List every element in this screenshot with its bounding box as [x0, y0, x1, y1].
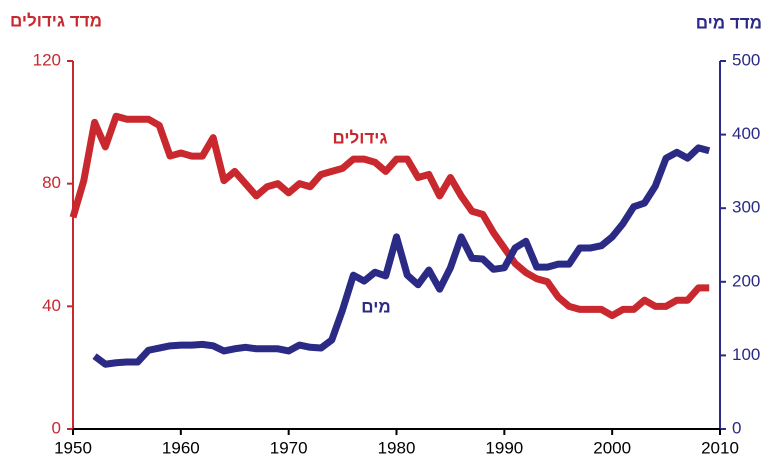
y-tick-label: 80	[42, 173, 61, 192]
x-tick-label: 1980	[378, 438, 416, 457]
series-line	[69, 112, 710, 320]
y2-tick-label: 200	[732, 271, 760, 290]
annotation: גידולים	[332, 128, 387, 147]
y-tick-label: 40	[42, 296, 61, 315]
x-tick-label: 1970	[270, 438, 308, 457]
series-line	[92, 144, 711, 368]
y-axis-title: מדד גידולים	[10, 11, 102, 30]
y2-axis-title: מדד מים	[696, 13, 762, 32]
y2-tick-label: 300	[732, 198, 760, 217]
y-tick-label: 0	[52, 418, 61, 437]
x-tick-label: 1990	[485, 438, 523, 457]
x-tick-label: 2010	[701, 438, 739, 457]
x-tick-label: 1950	[54, 438, 92, 457]
y-tick-label: 120	[33, 50, 61, 69]
y2-tick-label: 100	[732, 345, 760, 364]
annotation: מים	[361, 297, 390, 316]
y2-tick-label: 400	[732, 124, 760, 143]
x-tick-label: 2000	[593, 438, 631, 457]
y2-tick-label: 500	[732, 50, 760, 69]
x-tick-label: 1960	[162, 438, 200, 457]
y2-tick-label: 0	[732, 418, 741, 437]
